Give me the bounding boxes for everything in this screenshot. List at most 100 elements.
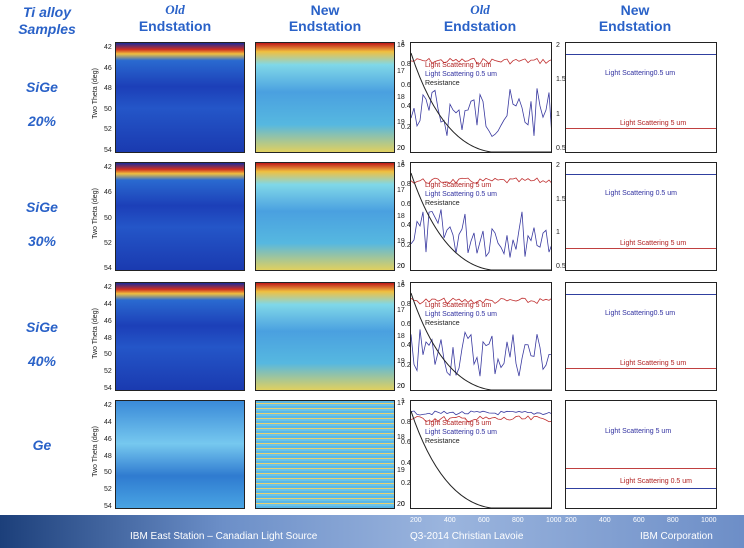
- old-plot: [410, 282, 552, 391]
- y-tick: 0.5: [556, 263, 566, 270]
- y-tick: 50: [104, 469, 112, 477]
- curves: [411, 172, 551, 270]
- y-tick: 54: [104, 385, 112, 392]
- y-tick: 46: [104, 189, 112, 197]
- curve: [411, 415, 551, 423]
- new-plot: [565, 282, 717, 391]
- y-tick: 1: [401, 280, 405, 287]
- x-tick: 1000: [701, 517, 717, 524]
- x-tick: 800: [667, 517, 679, 524]
- x-tick: 600: [633, 517, 645, 524]
- y-tick: 0.5: [556, 145, 566, 152]
- y-tick: 20: [397, 501, 405, 508]
- column-header: Old Endstation: [100, 2, 250, 34]
- x-tick: 400: [599, 517, 611, 524]
- y-tick: 17: [397, 67, 405, 75]
- old-plot: [410, 162, 552, 271]
- y-tick: 42: [104, 164, 112, 171]
- trace: [566, 248, 716, 249]
- curve: [411, 329, 551, 377]
- trace: [566, 468, 716, 469]
- resistance-curve: [411, 52, 551, 152]
- curves: [411, 52, 551, 152]
- legend-text: Light Scattering 5 um: [620, 360, 687, 367]
- y-tick: 16: [397, 162, 405, 169]
- header-line: New: [310, 2, 340, 18]
- y-tick: 0.6: [401, 321, 411, 329]
- row-label: SiGe 20%: [2, 70, 82, 138]
- corner-line: Samples: [18, 21, 76, 37]
- y-tick: 18: [397, 212, 405, 220]
- y-tick: 0.8: [401, 180, 411, 188]
- y-tick: 19: [397, 237, 405, 245]
- row-label-line: 20%: [27, 113, 57, 129]
- y-tick: 0.4: [401, 459, 411, 467]
- header-line: New: [620, 2, 650, 18]
- header-line: Endstation: [288, 18, 362, 34]
- y-tick: 17: [397, 187, 405, 195]
- row-label-line: SiGe: [26, 79, 58, 95]
- y-tick: 0: [401, 383, 405, 390]
- header-line: Endstation: [598, 18, 672, 34]
- y-tick: 46: [104, 64, 112, 72]
- y-tick: 0.8: [401, 300, 411, 308]
- xrd-new-map: [255, 42, 395, 153]
- y-tick: 19: [397, 119, 405, 127]
- y-tick: 2: [556, 162, 560, 169]
- column-header: New Endstation: [250, 2, 400, 34]
- axis-label: Two Theta (deg): [91, 308, 99, 359]
- y-tick: 0.6: [401, 439, 411, 447]
- x-tick: 1000: [546, 517, 562, 524]
- header-line: Old: [165, 2, 185, 17]
- resistance-curve: [411, 410, 551, 508]
- legend-text: Light Scattering 0.5 um: [425, 311, 497, 318]
- x-tick: 800: [512, 517, 524, 524]
- y-tick: 1.5: [556, 195, 566, 203]
- curves: [411, 410, 551, 508]
- y-tick: 0.6: [401, 201, 411, 209]
- trace: [566, 368, 716, 369]
- row-label-line: 30%: [27, 233, 57, 249]
- x-tick: 200: [565, 517, 577, 524]
- y-tick: 0.8: [401, 418, 411, 426]
- x-tick: 400: [444, 517, 456, 524]
- legend-text: Light Scattering 0.5 um: [425, 429, 497, 436]
- xrd-old-map: [115, 162, 245, 271]
- header-line: Endstation: [443, 18, 517, 34]
- y-tick: 1: [401, 398, 405, 405]
- y-tick: 48: [104, 85, 112, 93]
- curve: [411, 57, 551, 65]
- curve: [411, 410, 551, 416]
- y-tick: 52: [104, 126, 112, 134]
- legend-text: Light Scattering 5 um: [620, 120, 687, 127]
- y-tick: 0: [401, 263, 405, 270]
- y-tick: 19: [397, 357, 405, 365]
- trace: [566, 128, 716, 129]
- y-tick: 19: [397, 467, 405, 475]
- y-tick: 1: [556, 229, 560, 237]
- legend-text: Light Scattering 5 um: [620, 240, 687, 247]
- y-tick: 42: [104, 284, 112, 291]
- legend-text: Resistance: [425, 438, 460, 445]
- y-tick: 48: [104, 452, 112, 460]
- y-tick: 0.2: [401, 480, 411, 488]
- legend-text: Light Scattering0.5 um: [605, 310, 676, 317]
- corner-label: Ti alloy Samples: [2, 4, 92, 38]
- trace: [566, 488, 716, 489]
- legend-text: Light Scattering0.5 um: [605, 70, 676, 77]
- y-tick: 48: [104, 334, 112, 342]
- column-header: Old Endstation: [405, 2, 555, 34]
- y-tick: 54: [104, 503, 112, 510]
- y-tick: 1: [401, 160, 405, 167]
- y-tick: 50: [104, 351, 112, 359]
- y-tick: 46: [104, 435, 112, 443]
- curve: [411, 297, 551, 305]
- y-tick: 50: [104, 214, 112, 222]
- y-tick: 16: [397, 42, 405, 49]
- legend-text: Light Scattering 0.5 um: [425, 71, 497, 78]
- y-tick: 52: [104, 239, 112, 247]
- row-label: Ge: [2, 428, 82, 462]
- y-tick: 0: [401, 501, 405, 508]
- y-tick: 0.8: [401, 61, 411, 68]
